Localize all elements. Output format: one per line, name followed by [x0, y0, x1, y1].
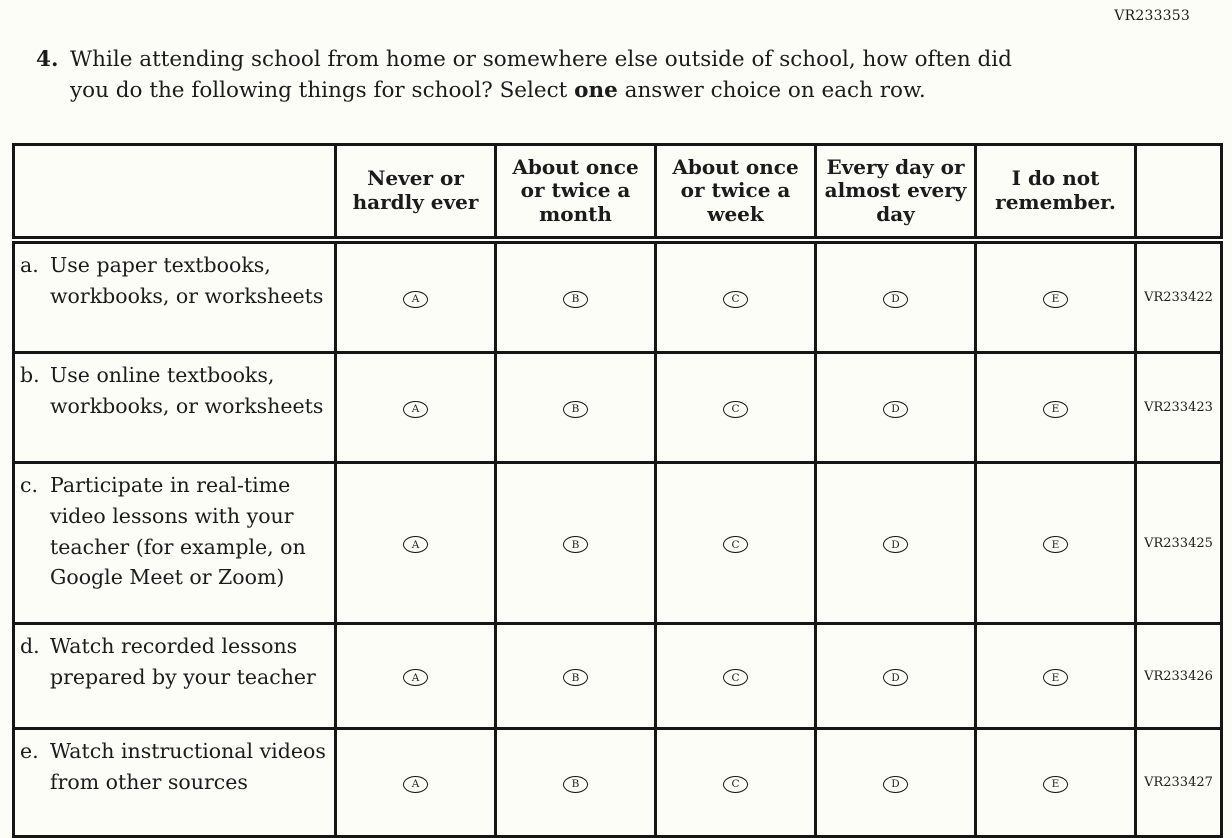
option-cell: C — [654, 622, 817, 730]
column-header-every-day: Every day or almost every day — [814, 143, 977, 244]
option-cell: C — [654, 461, 817, 625]
option-cell: A — [334, 461, 497, 625]
option-cell: D — [814, 238, 977, 354]
row-label: b. Use online textbooks, workbooks, or w… — [12, 351, 337, 464]
header-row: Never or hardly ever About once or twice… — [12, 143, 1223, 244]
answer-bubble-c[interactable]: C — [723, 290, 748, 308]
row-label-text: Watch instructional videos from other so… — [50, 739, 326, 794]
answer-bubble-d[interactable]: D — [883, 775, 908, 793]
row-label: a. Use paper textbooks, workbooks, or wo… — [12, 238, 337, 354]
answer-bubble-d[interactable]: D — [883, 536, 908, 554]
option-cell: B — [494, 727, 657, 838]
answer-bubble-d[interactable]: D — [883, 669, 908, 687]
question-text: While attending school from home or some… — [70, 44, 1012, 106]
option-cell: B — [494, 351, 657, 464]
column-header-never: Never or hardly ever — [334, 143, 497, 244]
answer-bubble-b[interactable]: B — [563, 400, 588, 418]
option-cell: B — [494, 461, 657, 625]
answer-bubble-b[interactable]: B — [563, 669, 588, 687]
option-cell: E — [974, 351, 1137, 464]
answer-bubble-b[interactable]: B — [563, 775, 588, 793]
header-code-cell — [1134, 143, 1223, 244]
table-row-c: c. Participate in real-time video lesson… — [12, 461, 1223, 625]
row-code: VR233423 — [1134, 351, 1223, 464]
table-row-d: d. Watch recorded lessons prepared by yo… — [12, 622, 1223, 730]
row-label-text: Use paper textbooks, workbooks, or works… — [50, 253, 324, 308]
row-label: e. Watch instructional videos from other… — [12, 727, 337, 838]
option-cell: C — [654, 351, 817, 464]
answer-bubble-a[interactable]: A — [403, 775, 428, 793]
option-cell: A — [334, 351, 497, 464]
answer-bubble-d[interactable]: D — [883, 400, 908, 418]
question-line2-after: answer choice on each row. — [617, 78, 926, 104]
answer-bubble-c[interactable]: C — [723, 775, 748, 793]
column-header-once-month: About once or twice a month — [494, 143, 657, 244]
row-label: d. Watch recorded lessons prepared by yo… — [12, 622, 337, 730]
option-cell: A — [334, 622, 497, 730]
option-cell: E — [974, 622, 1137, 730]
answer-bubble-e[interactable]: E — [1043, 669, 1068, 687]
row-letter: a. — [20, 253, 39, 277]
row-code: VR233427 — [1134, 727, 1223, 838]
option-cell: A — [334, 727, 497, 838]
question-bold-word: one — [574, 78, 618, 104]
question-block: 4. While attending school from home or s… — [36, 44, 1012, 106]
row-letter: c. — [20, 473, 38, 497]
option-cell: B — [494, 238, 657, 354]
question-line2-before: you do the following things for school? … — [70, 78, 575, 104]
option-cell: E — [974, 238, 1137, 354]
answer-bubble-e[interactable]: E — [1043, 290, 1068, 308]
option-cell: E — [974, 727, 1137, 838]
row-label-text: Watch recorded lessons prepared by your … — [50, 634, 316, 689]
row-label-text: Use online textbooks, workbooks, or work… — [50, 363, 324, 418]
question-line1: While attending school from home or some… — [70, 47, 1012, 72]
option-cell: D — [814, 622, 977, 730]
question-number: 4. — [36, 47, 59, 72]
answer-bubble-a[interactable]: A — [403, 669, 428, 687]
answer-bubble-c[interactable]: C — [723, 536, 748, 554]
row-code: VR233422 — [1134, 238, 1223, 354]
question-table: Never or hardly ever About once or twice… — [12, 143, 1223, 838]
row-code: VR233426 — [1134, 622, 1223, 730]
answer-bubble-c[interactable]: C — [723, 400, 748, 418]
table-row-e: e. Watch instructional videos from other… — [12, 727, 1223, 838]
header-empty-cell — [12, 143, 337, 244]
answer-bubble-d[interactable]: D — [883, 290, 908, 308]
option-cell: C — [654, 727, 817, 838]
row-letter: e. — [20, 739, 39, 763]
column-header-once-week: About once or twice a week — [654, 143, 817, 244]
answer-bubble-e[interactable]: E — [1043, 536, 1068, 554]
answer-bubble-c[interactable]: C — [723, 669, 748, 687]
row-letter: d. — [20, 634, 40, 658]
answer-bubble-a[interactable]: A — [403, 290, 428, 308]
answer-bubble-e[interactable]: E — [1043, 400, 1068, 418]
table-row-b: b. Use online textbooks, workbooks, or w… — [12, 351, 1223, 464]
option-cell: E — [974, 461, 1137, 625]
option-cell: A — [334, 238, 497, 354]
row-code: VR233425 — [1134, 461, 1223, 625]
row-label-text: Participate in real-time video lessons w… — [50, 473, 306, 590]
option-cell: D — [814, 727, 977, 838]
column-header-not-remember: I do not remember. — [974, 143, 1137, 244]
answer-bubble-a[interactable]: A — [403, 400, 428, 418]
answer-bubble-b[interactable]: B — [563, 290, 588, 308]
option-cell: B — [494, 622, 657, 730]
row-label: c. Participate in real-time video lesson… — [12, 461, 337, 625]
option-cell: D — [814, 351, 977, 464]
option-cell: D — [814, 461, 977, 625]
form-code: VR233353 — [1114, 8, 1190, 24]
answer-bubble-e[interactable]: E — [1043, 775, 1068, 793]
answer-bubble-b[interactable]: B — [563, 536, 588, 554]
row-letter: b. — [20, 363, 40, 387]
table-row-a: a. Use paper textbooks, workbooks, or wo… — [12, 238, 1223, 354]
option-cell: C — [654, 238, 817, 354]
answer-bubble-a[interactable]: A — [403, 536, 428, 554]
